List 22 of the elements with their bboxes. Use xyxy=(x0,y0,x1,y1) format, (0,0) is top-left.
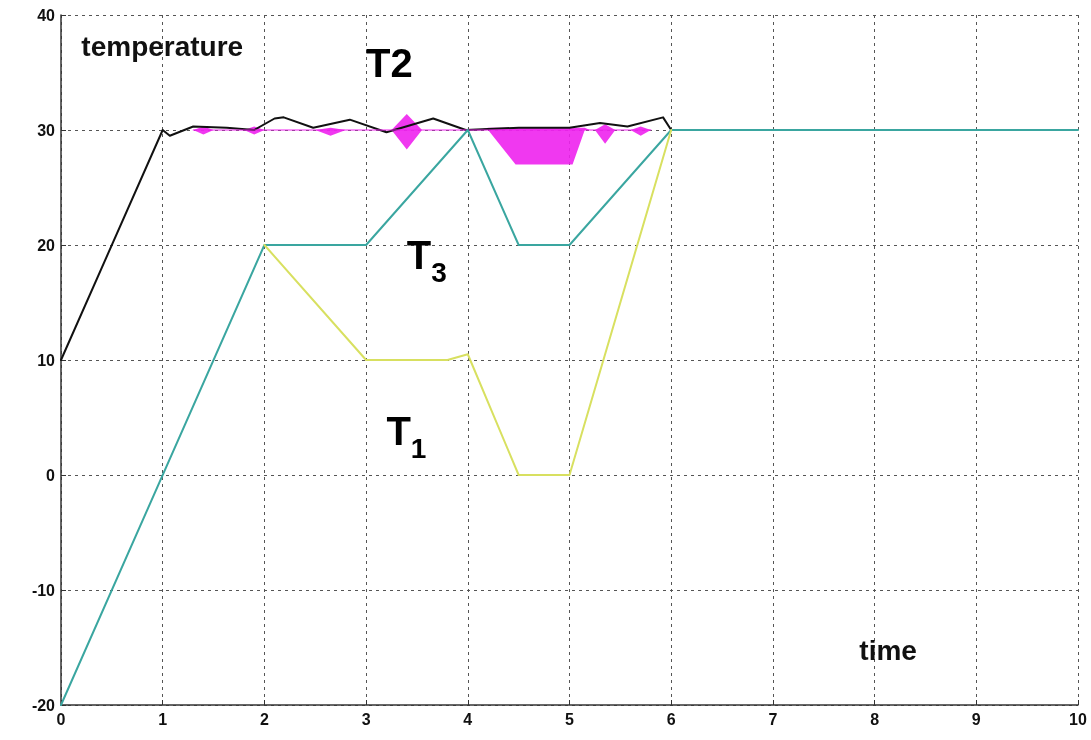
y-tick-label: 20 xyxy=(37,236,56,254)
x-tick-label: 2 xyxy=(259,710,269,728)
line-series xyxy=(60,116,673,361)
x-tick-label: 6 xyxy=(666,710,676,728)
x-tick-label: 5 xyxy=(565,710,575,728)
y-tick-label: -20 xyxy=(31,696,56,714)
x-tick-label: 3 xyxy=(361,710,371,728)
x-tick-label: 7 xyxy=(768,710,778,728)
series-label: T2 xyxy=(366,40,413,85)
y-tick-label: -10 xyxy=(31,581,56,599)
x-tick-label: 9 xyxy=(971,710,981,728)
y-tick-label: 10 xyxy=(37,351,56,369)
y-tick-label: 0 xyxy=(46,466,56,484)
y-axis-title: temperature xyxy=(81,30,244,62)
y-tick-label: 30 xyxy=(37,121,56,139)
x-tick-label: 1 xyxy=(158,710,168,728)
line-series xyxy=(263,129,673,476)
x-tick-label: 8 xyxy=(870,710,880,728)
y-tick-label: 40 xyxy=(37,6,56,24)
x-tick-label: 10 xyxy=(1069,710,1087,728)
x-axis-title: time xyxy=(859,634,917,666)
x-tick-label: 4 xyxy=(463,710,473,728)
